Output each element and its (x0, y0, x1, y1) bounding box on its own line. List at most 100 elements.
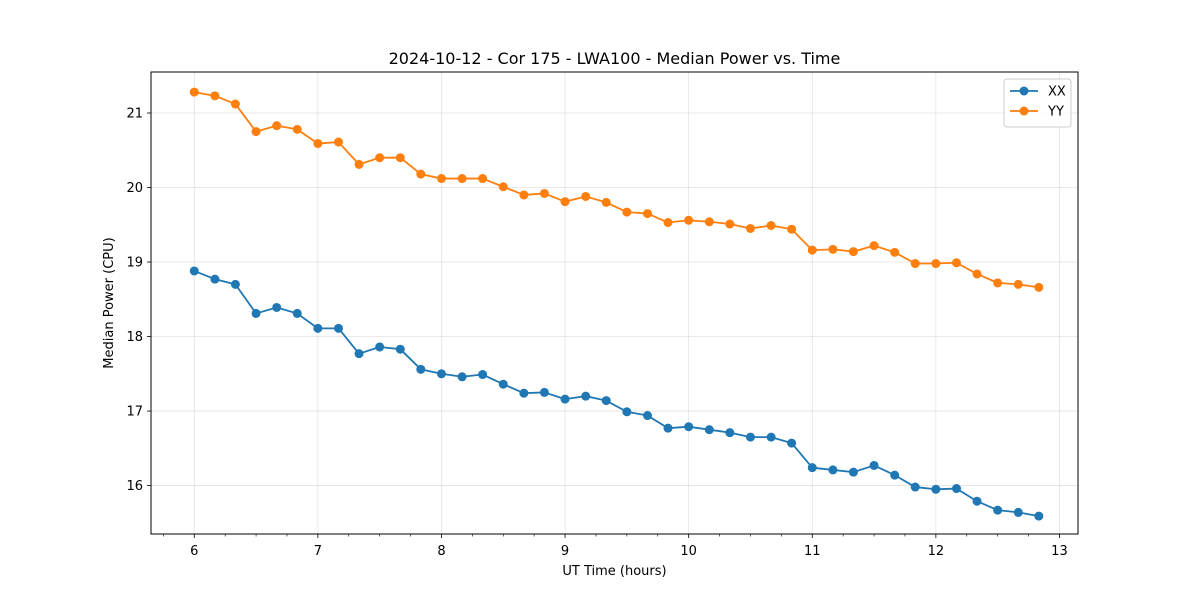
data-point-xx (395, 344, 405, 354)
data-point-yy (601, 197, 611, 207)
plot-series (189, 87, 1044, 521)
legend: XX YY (1003, 78, 1072, 128)
x-tick-label: 6 (190, 544, 198, 559)
data-point-yy (334, 137, 344, 147)
data-point-xx (581, 391, 591, 401)
data-point-yy (993, 278, 1003, 288)
data-point-xx (189, 266, 199, 276)
data-point-xx (457, 372, 467, 382)
data-point-xx (251, 308, 261, 318)
series-line-yy (194, 91, 1039, 289)
data-point-xx (890, 470, 900, 480)
data-point-xx (560, 394, 570, 404)
data-point-yy (395, 153, 405, 163)
data-point-yy (622, 207, 632, 217)
x-axis-label: UT Time (hours) (562, 564, 666, 579)
data-point-xx (292, 308, 302, 318)
data-point-xx (210, 274, 220, 284)
data-point-yy (519, 190, 529, 200)
data-point-xx (375, 342, 385, 352)
y-axis-label: Median Power (CPU) (102, 237, 117, 368)
data-point-yy (684, 215, 694, 225)
data-point-yy (828, 244, 838, 254)
data-point-xx (272, 302, 282, 312)
data-point-xx (704, 425, 714, 435)
data-point-xx (230, 279, 240, 289)
x-tick-label: 11 (804, 544, 821, 559)
plot-frame (150, 71, 1079, 535)
data-point-xx (828, 465, 838, 475)
data-point-yy (952, 258, 962, 268)
data-point-xx (643, 411, 653, 421)
data-point-yy (313, 139, 323, 149)
data-point-xx (807, 463, 817, 473)
data-point-xx (931, 484, 941, 494)
data-point-yy (931, 259, 941, 269)
data-point-yy (292, 124, 302, 134)
data-point-yy (375, 153, 385, 163)
series-line-xx (193, 270, 1039, 518)
y-tick-label: 18 (126, 330, 143, 345)
x-tick-label: 12 (928, 544, 945, 559)
data-point-xx (1034, 511, 1044, 521)
data-point-xx (725, 428, 735, 438)
data-point-xx (416, 364, 426, 374)
x-tick-label: 10 (680, 544, 697, 559)
data-point-yy (1034, 282, 1044, 292)
legend-label-xx: XX (1048, 85, 1066, 100)
data-point-yy (416, 169, 426, 179)
data-point-yy (354, 159, 364, 169)
data-point-yy (848, 247, 858, 257)
data-point-yy (498, 182, 508, 192)
data-point-yy (643, 209, 653, 219)
data-point-yy (436, 174, 446, 184)
data-point-xx (539, 387, 549, 397)
data-point-xx (313, 323, 323, 333)
data-point-yy (457, 174, 467, 184)
data-point-yy (807, 245, 817, 255)
data-point-yy (581, 191, 591, 201)
data-point-yy (766, 221, 776, 231)
data-point-xx (478, 370, 488, 380)
data-point-yy (189, 87, 199, 97)
data-point-yy (1013, 279, 1023, 289)
data-point-xx (684, 422, 694, 432)
x-tick-label: 13 (1051, 544, 1068, 559)
data-point-xx (1013, 507, 1023, 517)
data-point-yy (910, 259, 920, 269)
data-point-yy (869, 241, 879, 251)
data-point-yy (704, 217, 714, 227)
legend-marker-xx (1019, 86, 1029, 96)
data-point-yy (539, 188, 549, 198)
data-point-yy (272, 121, 282, 131)
chart-title: 2024-10-12 - Cor 175 - LWA100 - Median P… (389, 49, 841, 68)
data-point-xx (519, 388, 529, 398)
data-point-yy (560, 197, 570, 207)
data-point-yy (663, 218, 673, 228)
grid (151, 72, 1078, 534)
data-point-yy (478, 174, 488, 184)
x-tick-label: 8 (437, 544, 445, 559)
data-point-xx (993, 505, 1003, 515)
data-point-xx (766, 432, 776, 442)
data-point-xx (848, 467, 858, 477)
data-point-xx (498, 379, 508, 389)
data-point-yy (745, 223, 755, 233)
data-point-yy (890, 247, 900, 257)
data-point-yy (251, 127, 261, 137)
legend-marker-yy (1019, 106, 1029, 116)
data-point-yy (972, 269, 982, 279)
x-tick-label: 7 (314, 544, 322, 559)
legend-label-yy: YY (1047, 105, 1064, 120)
axes: 6 7 8 9 10 11 12 13 16 17 18 19 20 21 (126, 106, 1067, 559)
data-point-xx (745, 432, 755, 442)
data-point-xx (354, 349, 364, 359)
data-point-xx (601, 396, 611, 406)
data-point-xx (787, 438, 797, 448)
data-point-xx (663, 423, 673, 433)
data-point-xx (952, 484, 962, 494)
data-point-yy (230, 99, 240, 109)
data-point-yy (787, 224, 797, 234)
y-tick-label: 20 (126, 181, 143, 196)
